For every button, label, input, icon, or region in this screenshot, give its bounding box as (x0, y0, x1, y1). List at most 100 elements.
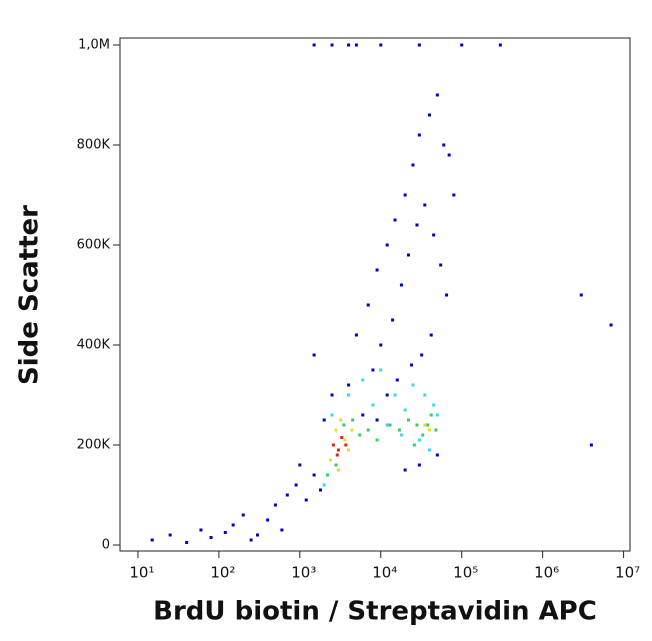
point (347, 448, 351, 452)
point (294, 483, 298, 487)
x-tick-label: 10⁵ (453, 564, 478, 582)
point (432, 403, 436, 407)
point (354, 43, 358, 47)
point (498, 43, 502, 47)
point (209, 536, 213, 539)
point (347, 43, 351, 47)
point (385, 243, 389, 247)
point (223, 531, 227, 534)
x-axis-title: BrdU biotin / Streptavidin APC (153, 597, 597, 627)
point (428, 448, 432, 452)
point (336, 468, 340, 472)
point (412, 443, 416, 447)
point (388, 423, 392, 427)
point (426, 423, 430, 427)
point (428, 113, 432, 117)
y-tick-label: 400K (77, 338, 111, 353)
point (445, 293, 449, 297)
point (330, 393, 334, 397)
point (199, 528, 203, 532)
point (379, 343, 383, 347)
point (266, 518, 270, 522)
point (410, 363, 414, 367)
point (334, 463, 338, 467)
point (312, 43, 316, 47)
point (399, 283, 403, 287)
point (395, 378, 399, 382)
point (322, 418, 326, 422)
point (361, 378, 365, 382)
point (417, 463, 421, 467)
point (421, 433, 425, 437)
point (379, 368, 383, 372)
point (423, 203, 427, 207)
point (366, 303, 370, 307)
point (415, 423, 419, 427)
point (439, 263, 443, 267)
point (280, 528, 284, 532)
point (609, 323, 613, 327)
point (579, 293, 583, 297)
point (375, 418, 379, 422)
point (326, 473, 330, 477)
point (415, 223, 419, 227)
point (241, 513, 245, 517)
y-axis-title: Side Scatter (15, 205, 45, 385)
point (417, 438, 421, 442)
point (318, 488, 322, 492)
point (185, 541, 189, 544)
point (312, 473, 316, 477)
point (350, 428, 354, 432)
point (393, 393, 397, 397)
point (334, 428, 338, 432)
point (589, 443, 593, 447)
point (336, 448, 340, 452)
point (406, 418, 410, 422)
point (371, 403, 375, 407)
point (420, 353, 424, 357)
point (403, 193, 407, 197)
point (428, 428, 432, 432)
point (375, 268, 379, 272)
point (330, 43, 334, 47)
point (329, 458, 333, 462)
point (375, 438, 379, 442)
point (417, 43, 421, 47)
y-tick-label: 1,0M (78, 38, 110, 53)
point (435, 453, 439, 457)
point (330, 413, 334, 417)
point (411, 383, 415, 387)
plot-frame (119, 37, 631, 552)
point (406, 253, 410, 257)
point (460, 43, 464, 47)
point (285, 493, 289, 497)
point (358, 433, 362, 437)
point (403, 468, 407, 472)
x-tick-label: 10³ (291, 564, 316, 582)
point (393, 218, 397, 222)
point (351, 418, 355, 422)
point (452, 193, 456, 197)
point (231, 523, 235, 527)
y-tick-label: 800K (77, 138, 111, 153)
point (342, 423, 346, 427)
point (435, 413, 439, 417)
point (343, 438, 347, 442)
point (273, 503, 277, 507)
point (150, 538, 154, 542)
point (417, 133, 421, 137)
point (447, 153, 451, 157)
point (442, 143, 446, 147)
point (256, 533, 260, 537)
point (399, 433, 403, 437)
point (340, 436, 344, 439)
point (371, 368, 375, 372)
y-tick-label: 600K (77, 238, 111, 253)
x-tick-label: 10⁷ (615, 564, 640, 582)
point (249, 538, 253, 542)
point (411, 163, 415, 167)
x-tick-label: 10⁶ (534, 564, 559, 582)
y-tick-label: 0 (102, 538, 110, 553)
